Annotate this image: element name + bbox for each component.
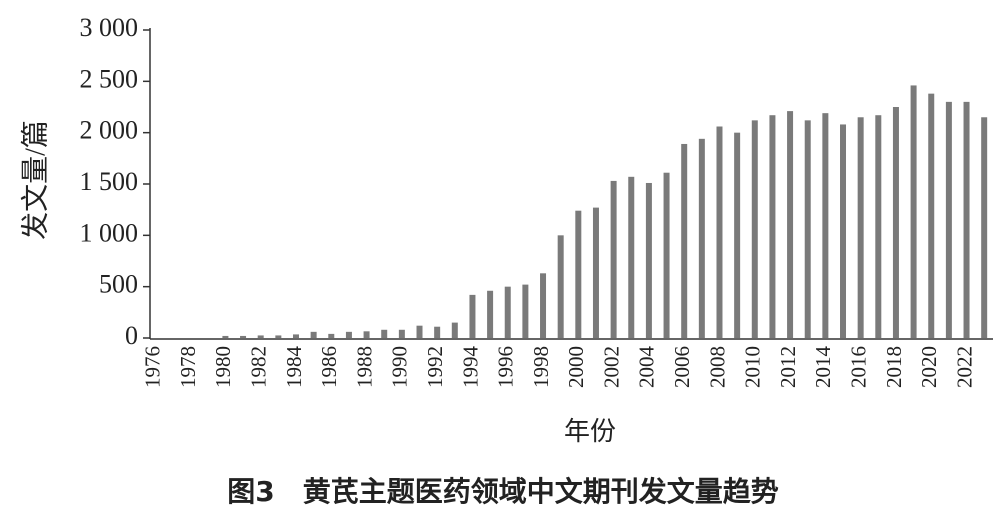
bar: [857, 117, 864, 339]
x-tick-label: 2004: [635, 346, 659, 389]
bar: [487, 290, 494, 338]
bar: [257, 335, 264, 338]
bar: [875, 115, 882, 338]
x-tick-label: 1990: [388, 346, 412, 388]
x-tick-label: 2012: [776, 346, 800, 388]
x-tick-label: 1992: [423, 346, 447, 388]
x-tick-label: 2016: [846, 346, 870, 388]
bar: [381, 329, 388, 338]
bar: [787, 111, 794, 339]
y-tick-label: 3 000: [80, 13, 139, 42]
x-tick-label: 1998: [529, 346, 553, 388]
bar: [981, 117, 988, 339]
x-tick-label: 1994: [458, 345, 482, 388]
bar: [910, 85, 917, 338]
bar: [240, 335, 247, 338]
bar: [292, 334, 299, 338]
x-tick-label: 2002: [599, 346, 623, 388]
bar: [275, 335, 282, 338]
x-tick-label: 1986: [317, 346, 341, 388]
bar: [840, 124, 847, 338]
bar: [698, 138, 705, 338]
bar: [345, 331, 352, 338]
bar: [663, 172, 670, 338]
bar: [363, 331, 370, 338]
bar: [434, 326, 441, 338]
bar: [522, 284, 529, 338]
x-tick-label: 2022: [952, 346, 976, 388]
bar: [628, 176, 635, 338]
x-tick-label: 2000: [564, 346, 588, 388]
x-tick-label: 2018: [882, 346, 906, 388]
x-tick-label: 1984: [282, 346, 306, 389]
x-tick-label: 2010: [741, 346, 765, 388]
x-tick-label: 1976: [141, 346, 165, 388]
x-tick-label: 2014: [811, 346, 835, 389]
y-tick-label: 500: [99, 270, 138, 299]
x-tick-label: 1996: [494, 346, 518, 388]
bar: [328, 333, 335, 338]
bar: [540, 273, 547, 338]
bar: [557, 235, 564, 338]
y-tick-label: 0: [125, 321, 138, 350]
bar: [734, 132, 741, 338]
bar: [928, 93, 935, 338]
bar: [398, 329, 405, 338]
bar: [804, 120, 811, 338]
bar: [645, 182, 652, 338]
bar: [469, 294, 476, 338]
bar: [610, 180, 617, 338]
bar: [892, 107, 899, 338]
x-tick-label: 1988: [352, 346, 376, 388]
bar: [416, 325, 423, 338]
chart-title: 图3 黄芪主题医药领域中文期刊发文量趋势: [227, 475, 779, 508]
bar: [504, 286, 511, 338]
y-tick-label: 1 500: [80, 167, 139, 196]
x-tick-label: 1982: [247, 346, 271, 388]
bar: [310, 331, 317, 338]
bar: [575, 210, 582, 338]
bar: [769, 115, 776, 338]
y-tick-label: 2 000: [80, 116, 139, 145]
bar: [822, 113, 829, 338]
bar: [681, 143, 688, 338]
bar: [751, 120, 758, 338]
x-tick-label: 2006: [670, 346, 694, 388]
y-axis-label: 发文量/篇: [19, 120, 51, 240]
bar: [222, 335, 229, 338]
bar: [451, 322, 458, 338]
y-tick-label: 2 500: [80, 64, 139, 93]
bar: [592, 207, 599, 338]
x-tick-label: 2008: [705, 346, 729, 388]
bar: [963, 101, 970, 338]
x-tick-label: 2020: [917, 346, 941, 388]
x-tick-label: 1978: [176, 346, 200, 388]
bar: [716, 126, 723, 338]
y-tick-label: 1 000: [80, 218, 139, 247]
x-axis-label: 年份: [564, 417, 616, 446]
x-tick-label: 1980: [211, 346, 235, 388]
bar: [945, 101, 952, 338]
